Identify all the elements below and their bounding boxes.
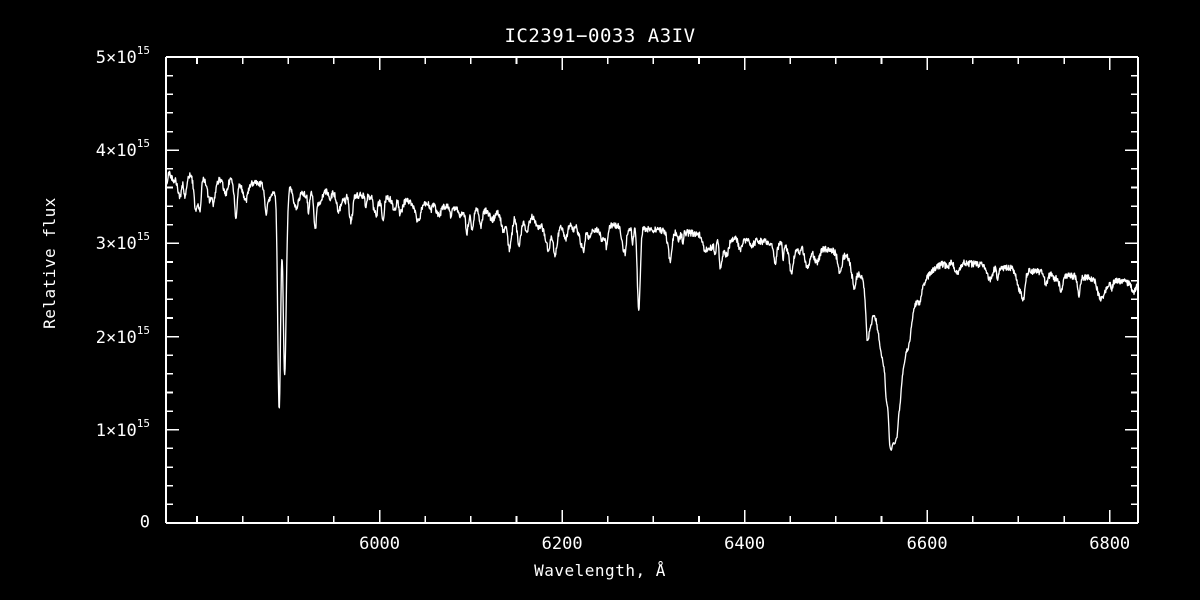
x-tick-label: 6400 [724,534,766,554]
x-tick-label: 6600 [906,534,948,554]
y-tick-label: 5×1015 [95,44,150,68]
y-tick-label: 1×1015 [95,416,150,441]
x-tick-label: 6000 [359,534,401,554]
x-axis-title: Wavelength, Å [534,561,666,580]
spectrum-trace [165,170,1139,451]
spectrum-line [165,170,1139,451]
axes-frame [165,56,1139,524]
x-tick-label: 6800 [1089,534,1131,554]
y-tick-label: 4×1015 [95,137,150,162]
tick-marks [166,56,1138,524]
x-tick-label: 6200 [541,534,583,554]
page-title: IC2391−0033 A3IV [504,25,696,47]
y-tick-label: 3×1015 [95,230,150,255]
y-tick-label: 2×1015 [95,323,150,348]
y-tick-label: 0 [139,512,150,533]
